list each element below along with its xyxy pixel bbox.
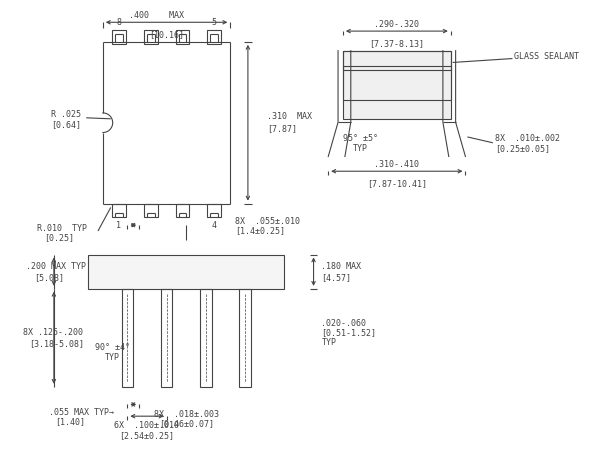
Text: .200 MAX TYP: .200 MAX TYP [27, 262, 86, 271]
Bar [112, 30, 126, 44]
Text: [3.18-5.08]: [3.18-5.08] [30, 339, 85, 348]
Bar [343, 66, 451, 100]
Text: R .025: R .025 [51, 110, 81, 119]
Text: .180 MAX: .180 MAX [321, 262, 361, 271]
Text: TYP: TYP [353, 144, 368, 153]
Text: .020-.060: .020-.060 [321, 319, 366, 328]
Bar [343, 51, 451, 70]
Bar [144, 204, 157, 217]
Bar [343, 51, 451, 119]
Bar [176, 204, 189, 217]
Text: 90° ±4°: 90° ±4° [95, 343, 130, 352]
Text: 95° ±5°: 95° ±5° [343, 135, 378, 143]
Text: [0.51-1.52]: [0.51-1.52] [321, 328, 377, 337]
Bar [112, 204, 126, 217]
Text: 8: 8 [116, 18, 121, 27]
Text: 8X .125-.200: 8X .125-.200 [22, 328, 82, 337]
Text: .290-.320: .290-.320 [374, 20, 419, 29]
Text: .310  MAX: .310 MAX [268, 112, 313, 121]
Text: 8X  .055±.010: 8X .055±.010 [235, 217, 300, 226]
Text: TYP: TYP [321, 338, 336, 347]
Text: [2.54±0.25]: [2.54±0.25] [120, 431, 175, 440]
Text: [4.57]: [4.57] [321, 273, 352, 282]
Bar [207, 30, 221, 44]
Bar [176, 30, 189, 44]
Bar [144, 30, 157, 44]
Bar [239, 289, 251, 387]
Text: [0.25±0.05]: [0.25±0.05] [495, 144, 550, 153]
Text: TYP: TYP [105, 353, 120, 362]
Text: [7.37-8.13]: [7.37-8.13] [369, 39, 424, 48]
Bar [207, 204, 221, 217]
Text: 6X  .100±.010: 6X .100±.010 [114, 421, 179, 431]
Text: 8X  .018±.003: 8X .018±.003 [154, 410, 218, 419]
Text: .055 MAX TYP→: .055 MAX TYP→ [49, 408, 114, 417]
Text: [1.4±0.25]: [1.4±0.25] [235, 226, 285, 236]
Bar [160, 289, 172, 387]
Bar [88, 254, 284, 289]
Text: 8X  .010±.002: 8X .010±.002 [495, 135, 560, 143]
Bar [121, 289, 133, 387]
Text: [7.87-10.41]: [7.87-10.41] [367, 179, 427, 188]
Text: 4: 4 [212, 221, 217, 230]
Text: [10.16]: [10.16] [149, 30, 184, 39]
Bar [200, 289, 212, 387]
Text: 1: 1 [116, 221, 121, 230]
Text: [0.46±0.07]: [0.46±0.07] [159, 420, 214, 429]
Text: .400    MAX: .400 MAX [129, 12, 184, 20]
Text: [1.40]: [1.40] [55, 418, 85, 426]
Text: [5.08]: [5.08] [34, 273, 65, 282]
Text: R.010  TYP: R.010 TYP [37, 224, 87, 232]
Text: [0.25]: [0.25] [44, 233, 74, 242]
Text: GLASS SEALANT: GLASS SEALANT [514, 52, 580, 61]
Text: [0.64]: [0.64] [51, 120, 81, 129]
Text: [7.87]: [7.87] [268, 124, 298, 133]
Text: 5: 5 [212, 18, 217, 27]
Text: .310-.410: .310-.410 [374, 160, 419, 169]
